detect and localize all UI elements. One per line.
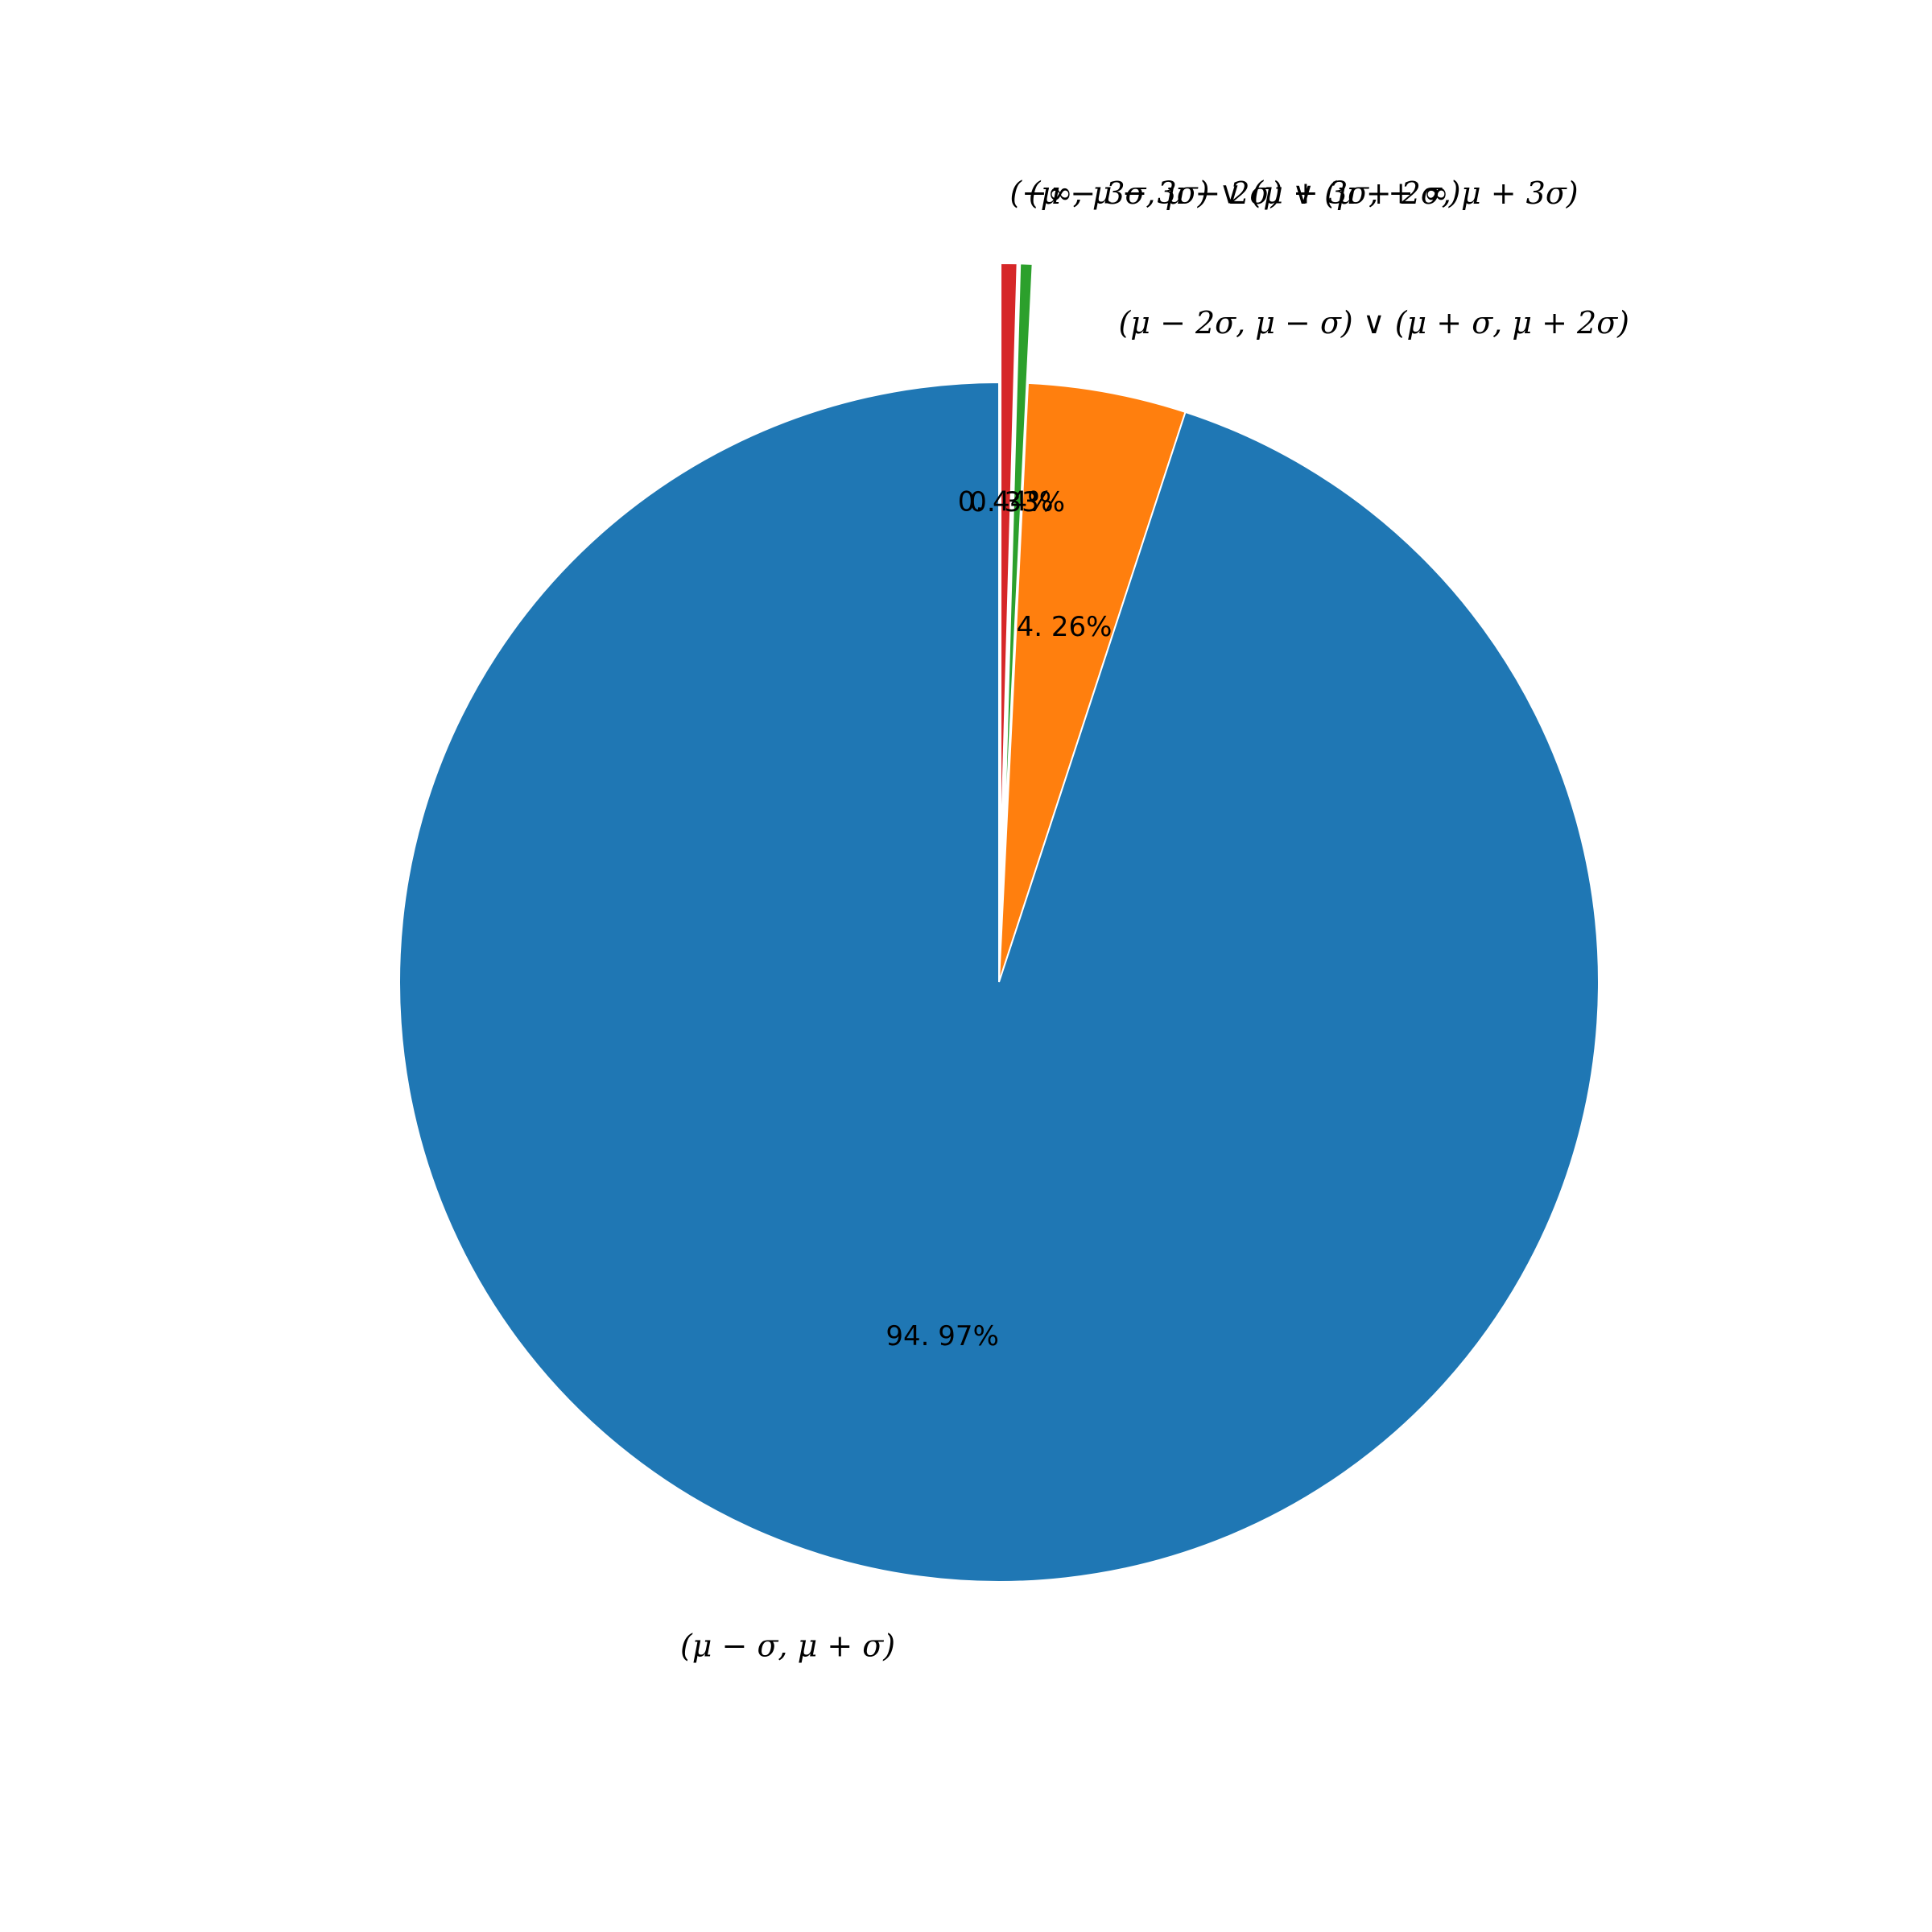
pie-slices [398, 262, 1600, 1583]
slice-percent-0: 0. 44% [958, 486, 1054, 518]
pie-slice-3 [398, 381, 1600, 1583]
slice-percent-2: 4. 26% [1017, 611, 1113, 643]
pie-labels: (−∞, μ − 3σ) ∨ (μ + 3σ, + ∞) 0. 44% (μ − 3… [680, 175, 1629, 1664]
pie-slice-1 [1002, 262, 1034, 864]
slice-label-3: (μ − σ, μ + σ) [680, 1628, 895, 1663]
slice-label-0: (−∞, μ − 3σ) ∨ (μ + 3σ, + ∞) [1009, 175, 1460, 211]
slice-percent-3: 94. 97% [886, 1320, 998, 1352]
pie-slice-0 [1000, 262, 1018, 864]
slice-label-2: (μ − 2σ, μ − σ) ∨ (μ + σ, μ + 2σ) [1118, 305, 1629, 341]
pie-slice-2 [998, 382, 1187, 983]
slice-percent-1: 0. 33% [969, 486, 1065, 518]
slice-label-1: (μ − 3σ, μ − 2σ) ∨ (μ + 2σ, μ + 3σ) [1029, 175, 1579, 211]
